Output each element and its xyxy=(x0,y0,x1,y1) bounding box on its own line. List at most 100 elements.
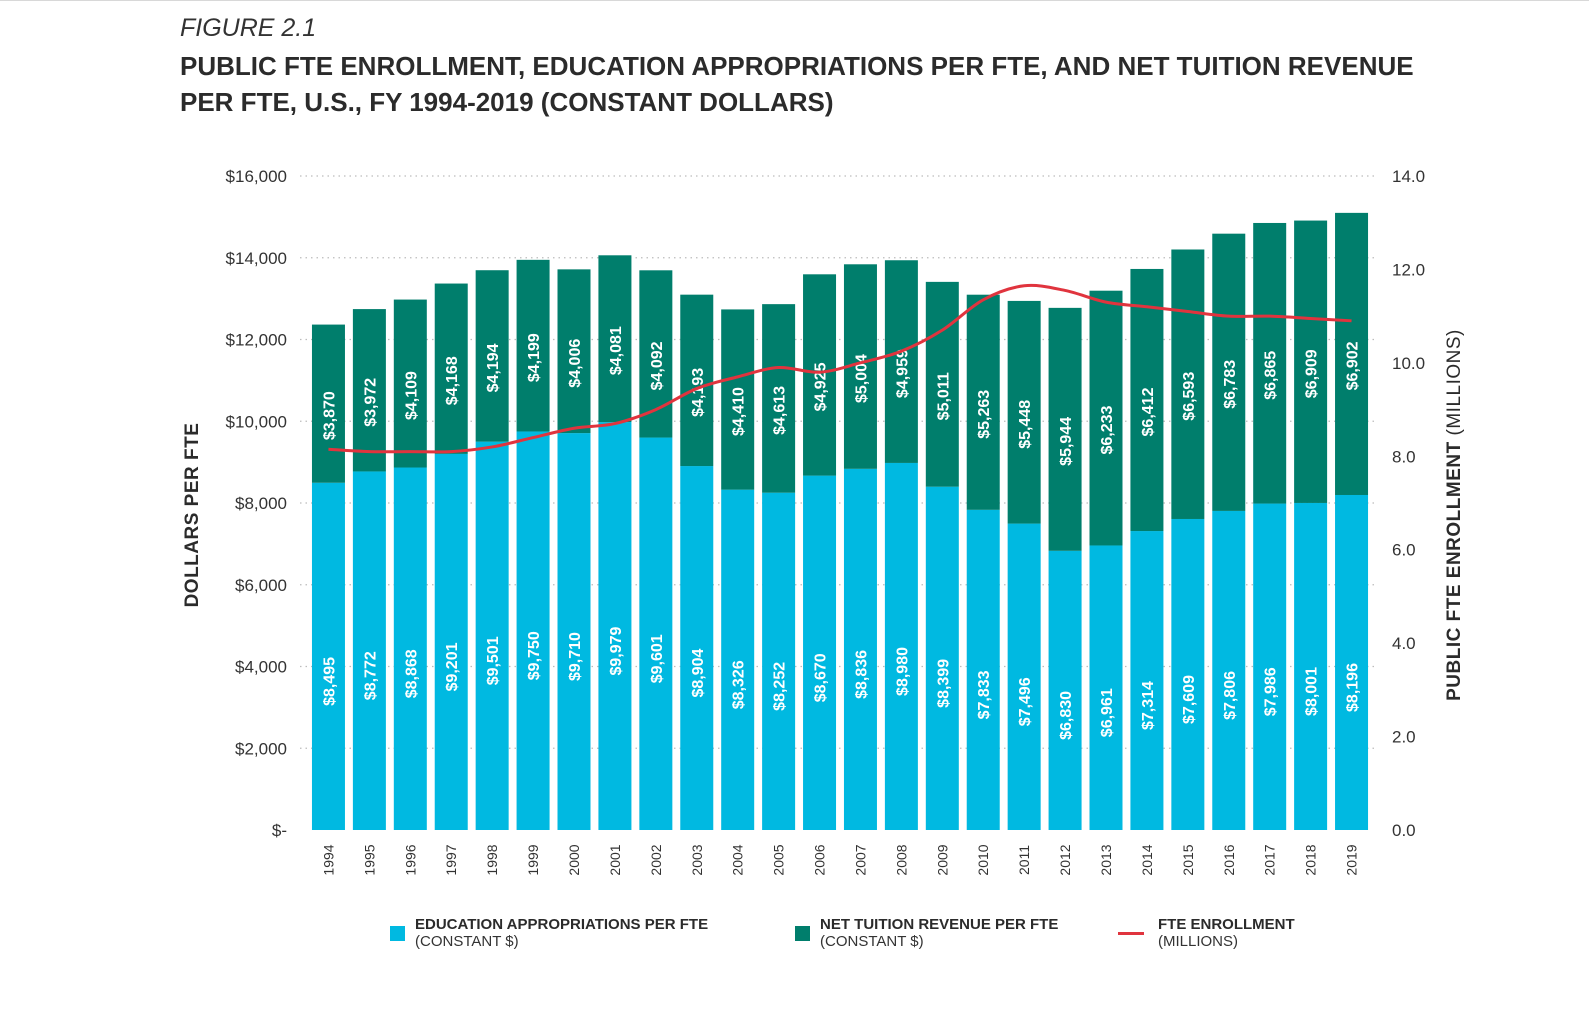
x-tick-label: 1999 xyxy=(525,844,541,875)
figure-label: FIGURE 2.1 xyxy=(180,14,317,42)
bar-appropriations xyxy=(1253,503,1287,830)
label-tuition: $4,168 xyxy=(444,356,461,405)
bar-tuition xyxy=(762,304,796,493)
bar-tuition xyxy=(803,274,837,476)
bar-appropriations xyxy=(598,422,632,830)
bar-appropriations xyxy=(884,462,918,830)
bar-appropriations xyxy=(1007,523,1041,830)
label-tuition: $5,011 xyxy=(935,372,952,420)
label-appropriations: $7,314 xyxy=(1140,681,1157,730)
x-tick-label: 2014 xyxy=(1139,844,1155,875)
legend-swatch-enrollment xyxy=(1118,932,1144,935)
legend-label-tuition: NET TUITION REVENUE PER FTE xyxy=(820,916,1059,933)
bar-appropriations xyxy=(1048,550,1082,830)
label-appropriations: $7,496 xyxy=(1017,677,1034,726)
label-appropriations: $7,833 xyxy=(976,670,993,719)
bar-appropriations xyxy=(762,492,796,830)
y-left-tick-label: $6,000 xyxy=(235,576,287,595)
x-tick-label: 1998 xyxy=(484,844,500,875)
bar-appropriations xyxy=(311,482,345,830)
bar-tuition xyxy=(966,294,1000,510)
label-appropriations: $7,986 xyxy=(1263,667,1280,716)
y-right-tick-label: 10.0 xyxy=(1392,354,1425,373)
label-appropriations: $7,806 xyxy=(1222,671,1239,720)
y-right-axis-title: PUBLIC FTE ENROLLMENT (MILLIONS) xyxy=(1444,329,1465,701)
label-tuition: $4,193 xyxy=(690,368,707,417)
label-tuition: $4,006 xyxy=(567,339,584,388)
label-tuition: $5,263 xyxy=(976,390,993,439)
y-left-tick-label: $16,000 xyxy=(226,167,287,186)
bar-tuition xyxy=(721,309,755,490)
y-left-tick-label: $2,000 xyxy=(235,739,287,758)
bar-appropriations xyxy=(557,433,591,830)
bar-tuition xyxy=(475,270,509,442)
enrollment-line-group xyxy=(328,283,1352,454)
x-tick-label: 2001 xyxy=(607,844,623,875)
label-tuition: $4,959 xyxy=(894,349,911,398)
label-appropriations: $9,710 xyxy=(567,632,584,681)
bar-tuition xyxy=(516,259,550,432)
legend-item-tuition: NET TUITION REVENUE PER FTE (CONSTANT $) xyxy=(795,916,1058,950)
x-tick-label: 2007 xyxy=(852,844,868,875)
legend-item-appropriations: EDUCATION APPROPRIATIONS PER FTE (CONSTA… xyxy=(390,916,708,950)
label-tuition: $6,593 xyxy=(1181,372,1198,421)
bar-appropriations xyxy=(1130,531,1164,830)
x-tick-label: 1995 xyxy=(361,844,377,875)
label-tuition: $6,783 xyxy=(1222,360,1239,409)
bar-appropriations xyxy=(1171,518,1205,830)
label-appropriations: $7,609 xyxy=(1181,675,1198,724)
x-tick-label: 2013 xyxy=(1098,844,1114,875)
y-right-tick-label: 2.0 xyxy=(1392,728,1416,747)
label-tuition: $5,004 xyxy=(853,354,870,403)
y-left-tick-label: $14,000 xyxy=(226,249,287,268)
x-tick-label: 2018 xyxy=(1303,844,1319,875)
label-tuition: $6,865 xyxy=(1263,351,1280,400)
x-tick-label: 2002 xyxy=(648,844,664,875)
bar-value-labels: $8,495 $3,870 $8,772 $3,972 $8,868 $4,109 $9,2… xyxy=(321,326,1361,740)
y-left-tick-label: $12,000 xyxy=(226,331,287,350)
bar-tuition xyxy=(1294,220,1328,503)
bar-tuition xyxy=(1048,307,1082,551)
x-tick-label: 2016 xyxy=(1221,844,1237,875)
label-tuition: $3,972 xyxy=(362,378,379,427)
bar-tuition xyxy=(925,281,959,487)
x-tick-label: 2006 xyxy=(812,844,828,875)
x-tick-label: 2008 xyxy=(893,844,909,875)
label-appropriations: $8,001 xyxy=(1304,667,1321,716)
bar-appropriations xyxy=(639,437,673,830)
legend-unit-appropriations: (CONSTANT $) xyxy=(415,933,519,950)
legend-swatch-tuition xyxy=(795,926,810,941)
label-appropriations: $8,252 xyxy=(772,662,789,711)
legend-unit-enrollment: (MILLIONS) xyxy=(1158,933,1239,950)
x-tick-label: 1994 xyxy=(320,844,336,875)
bar-tuition xyxy=(1089,290,1123,546)
legend-item-enrollment: FTE ENROLLMENT (MILLIONS) xyxy=(1118,916,1295,950)
y-right-axis-title-main: PUBLIC FTE ENROLLMENT xyxy=(1444,435,1465,700)
figure-title: PUBLIC FTE ENROLLMENT, EDUCATION APPROPR… xyxy=(180,51,1414,117)
bar-tuition xyxy=(1007,300,1041,524)
bar-appropriations xyxy=(393,467,427,830)
y-right-tick-label: 12.0 xyxy=(1392,260,1425,279)
label-appropriations: $9,979 xyxy=(608,626,625,675)
x-tick-label: 2012 xyxy=(1057,844,1073,875)
label-tuition: $4,194 xyxy=(485,343,502,392)
bar-tuition xyxy=(598,255,632,423)
x-tick-label: 2000 xyxy=(566,844,582,875)
bar-appropriations xyxy=(1212,510,1246,830)
y-right-axis-title-unit: (MILLIONS) xyxy=(1444,329,1465,435)
bar-appropriations xyxy=(516,431,550,830)
y-right-tick-label: 4.0 xyxy=(1392,634,1416,653)
bar-tuition xyxy=(884,260,918,463)
bar-appropriations xyxy=(1089,545,1123,830)
bar-appropriations xyxy=(1335,494,1369,830)
bar-appropriations xyxy=(1294,502,1328,830)
x-tick-label: 2011 xyxy=(1016,845,1032,875)
label-appropriations: $8,868 xyxy=(403,649,420,698)
bar-tuition xyxy=(434,283,468,454)
x-tick-label: 2003 xyxy=(689,844,705,875)
y-right-tick-label: 14.0 xyxy=(1392,167,1425,186)
label-appropriations: $8,836 xyxy=(853,650,870,699)
legend-unit-tuition: (CONSTANT $) xyxy=(820,933,924,950)
y-left-tick-label: $- xyxy=(272,821,287,840)
